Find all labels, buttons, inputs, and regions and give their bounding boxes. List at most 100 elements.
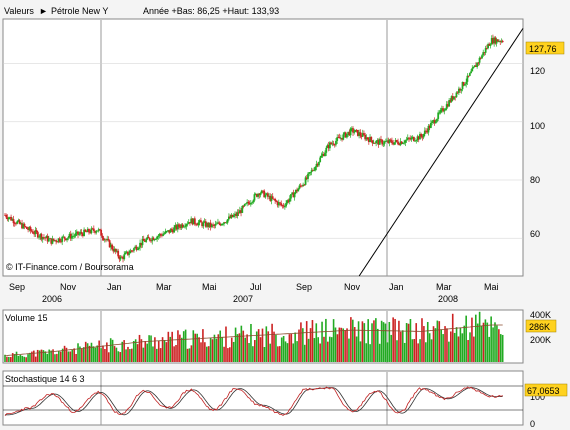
candle-body <box>429 123 432 128</box>
candle-body <box>310 170 313 173</box>
candle-body <box>99 229 101 231</box>
header-label-valeurs[interactable]: Valeurs <box>4 6 34 16</box>
candle-body <box>7 217 10 220</box>
candle-body <box>246 201 249 204</box>
volume-bar <box>317 337 320 362</box>
candle-body <box>298 185 301 189</box>
volume-bar <box>327 341 329 362</box>
volume-bar <box>315 323 318 362</box>
volume-bar <box>121 341 124 362</box>
volume-bar <box>223 346 225 362</box>
volume-bar <box>244 337 246 362</box>
candle-body <box>471 68 474 72</box>
candle-body <box>218 222 221 224</box>
candle-body <box>153 239 156 241</box>
volume-bar <box>328 336 331 362</box>
volume-bar <box>284 341 287 362</box>
volume-bar <box>127 346 129 362</box>
stoch-y-100: 100 <box>530 392 545 402</box>
volume-bar <box>98 340 100 362</box>
volume-bar <box>173 346 175 362</box>
header-instrument[interactable]: Pétrole New Y <box>51 6 108 16</box>
volume-bar <box>227 348 229 362</box>
candle-body <box>100 229 103 236</box>
candle-body <box>157 235 160 237</box>
candle-body <box>420 134 423 137</box>
candle-body <box>415 140 418 142</box>
candle-body <box>135 246 138 250</box>
candle-body <box>128 253 131 255</box>
candle-body <box>62 236 65 238</box>
candle-body <box>217 222 219 224</box>
volume-bar <box>336 334 339 362</box>
candle-body <box>371 140 374 144</box>
candle-body <box>119 256 122 260</box>
volume-bar <box>165 342 168 362</box>
candle-body <box>236 212 239 216</box>
candle-body <box>386 140 388 142</box>
candle-body <box>72 235 75 237</box>
header-arrow-icon[interactable]: ► <box>39 6 48 16</box>
volume-y-400k: 400K <box>530 310 551 320</box>
candle-body <box>258 193 261 196</box>
candle-body <box>392 143 395 145</box>
stoch-last-badge <box>524 383 568 397</box>
candle-body <box>488 44 491 46</box>
price-last-value: 127,76 <box>529 44 557 54</box>
candle-body <box>227 216 230 220</box>
volume-bar <box>342 328 344 362</box>
volume-bar <box>19 354 22 362</box>
volume-bar <box>278 346 281 362</box>
candle-body <box>416 136 419 141</box>
volume-bar <box>169 336 172 362</box>
volume-bar <box>13 354 16 362</box>
volume-bar <box>205 346 208 362</box>
candle-body <box>349 128 352 136</box>
candle-body <box>288 198 291 202</box>
candle-body <box>370 136 373 141</box>
candle-body <box>328 142 331 149</box>
volume-bar <box>455 327 458 362</box>
volume-bar <box>90 342 93 362</box>
candle-body <box>382 143 385 145</box>
candle-body <box>283 206 286 208</box>
candle-body <box>167 230 169 232</box>
candle-body <box>131 250 134 252</box>
volume-bar <box>190 345 193 362</box>
candle-body <box>17 220 20 222</box>
volume-bar <box>376 328 379 362</box>
candle-body <box>304 177 307 185</box>
volume-bar <box>150 335 152 362</box>
candle-body <box>350 128 353 129</box>
x-label-mai-2007: Mai <box>202 282 217 292</box>
volume-bar <box>246 334 248 362</box>
volume-bar <box>344 330 346 362</box>
candle-body <box>325 147 328 153</box>
candle-body <box>125 251 128 253</box>
candle-body <box>109 244 112 248</box>
volume-bar <box>484 319 487 362</box>
candle-body <box>460 89 463 91</box>
candle-body <box>425 130 427 132</box>
volume-bar <box>119 352 122 362</box>
candle-body <box>77 231 79 235</box>
candle-body <box>275 200 278 202</box>
candle-body <box>11 219 14 221</box>
candle-body <box>223 222 225 224</box>
candle-body <box>198 220 201 223</box>
x-label-mar-2007: Mar <box>156 282 172 292</box>
candle-body <box>271 196 274 199</box>
candle-body <box>212 224 214 226</box>
candle-body <box>247 201 250 204</box>
candle-body <box>116 250 118 252</box>
candle-body <box>442 108 444 112</box>
candle-body <box>219 223 222 226</box>
candle-body <box>402 143 404 144</box>
volume-bar <box>152 346 154 362</box>
candle-body <box>475 65 477 67</box>
candle-body <box>161 234 163 236</box>
candle-body <box>277 202 280 206</box>
candle-body <box>280 203 283 206</box>
candle-body <box>15 223 17 225</box>
volume-bar <box>321 321 323 362</box>
